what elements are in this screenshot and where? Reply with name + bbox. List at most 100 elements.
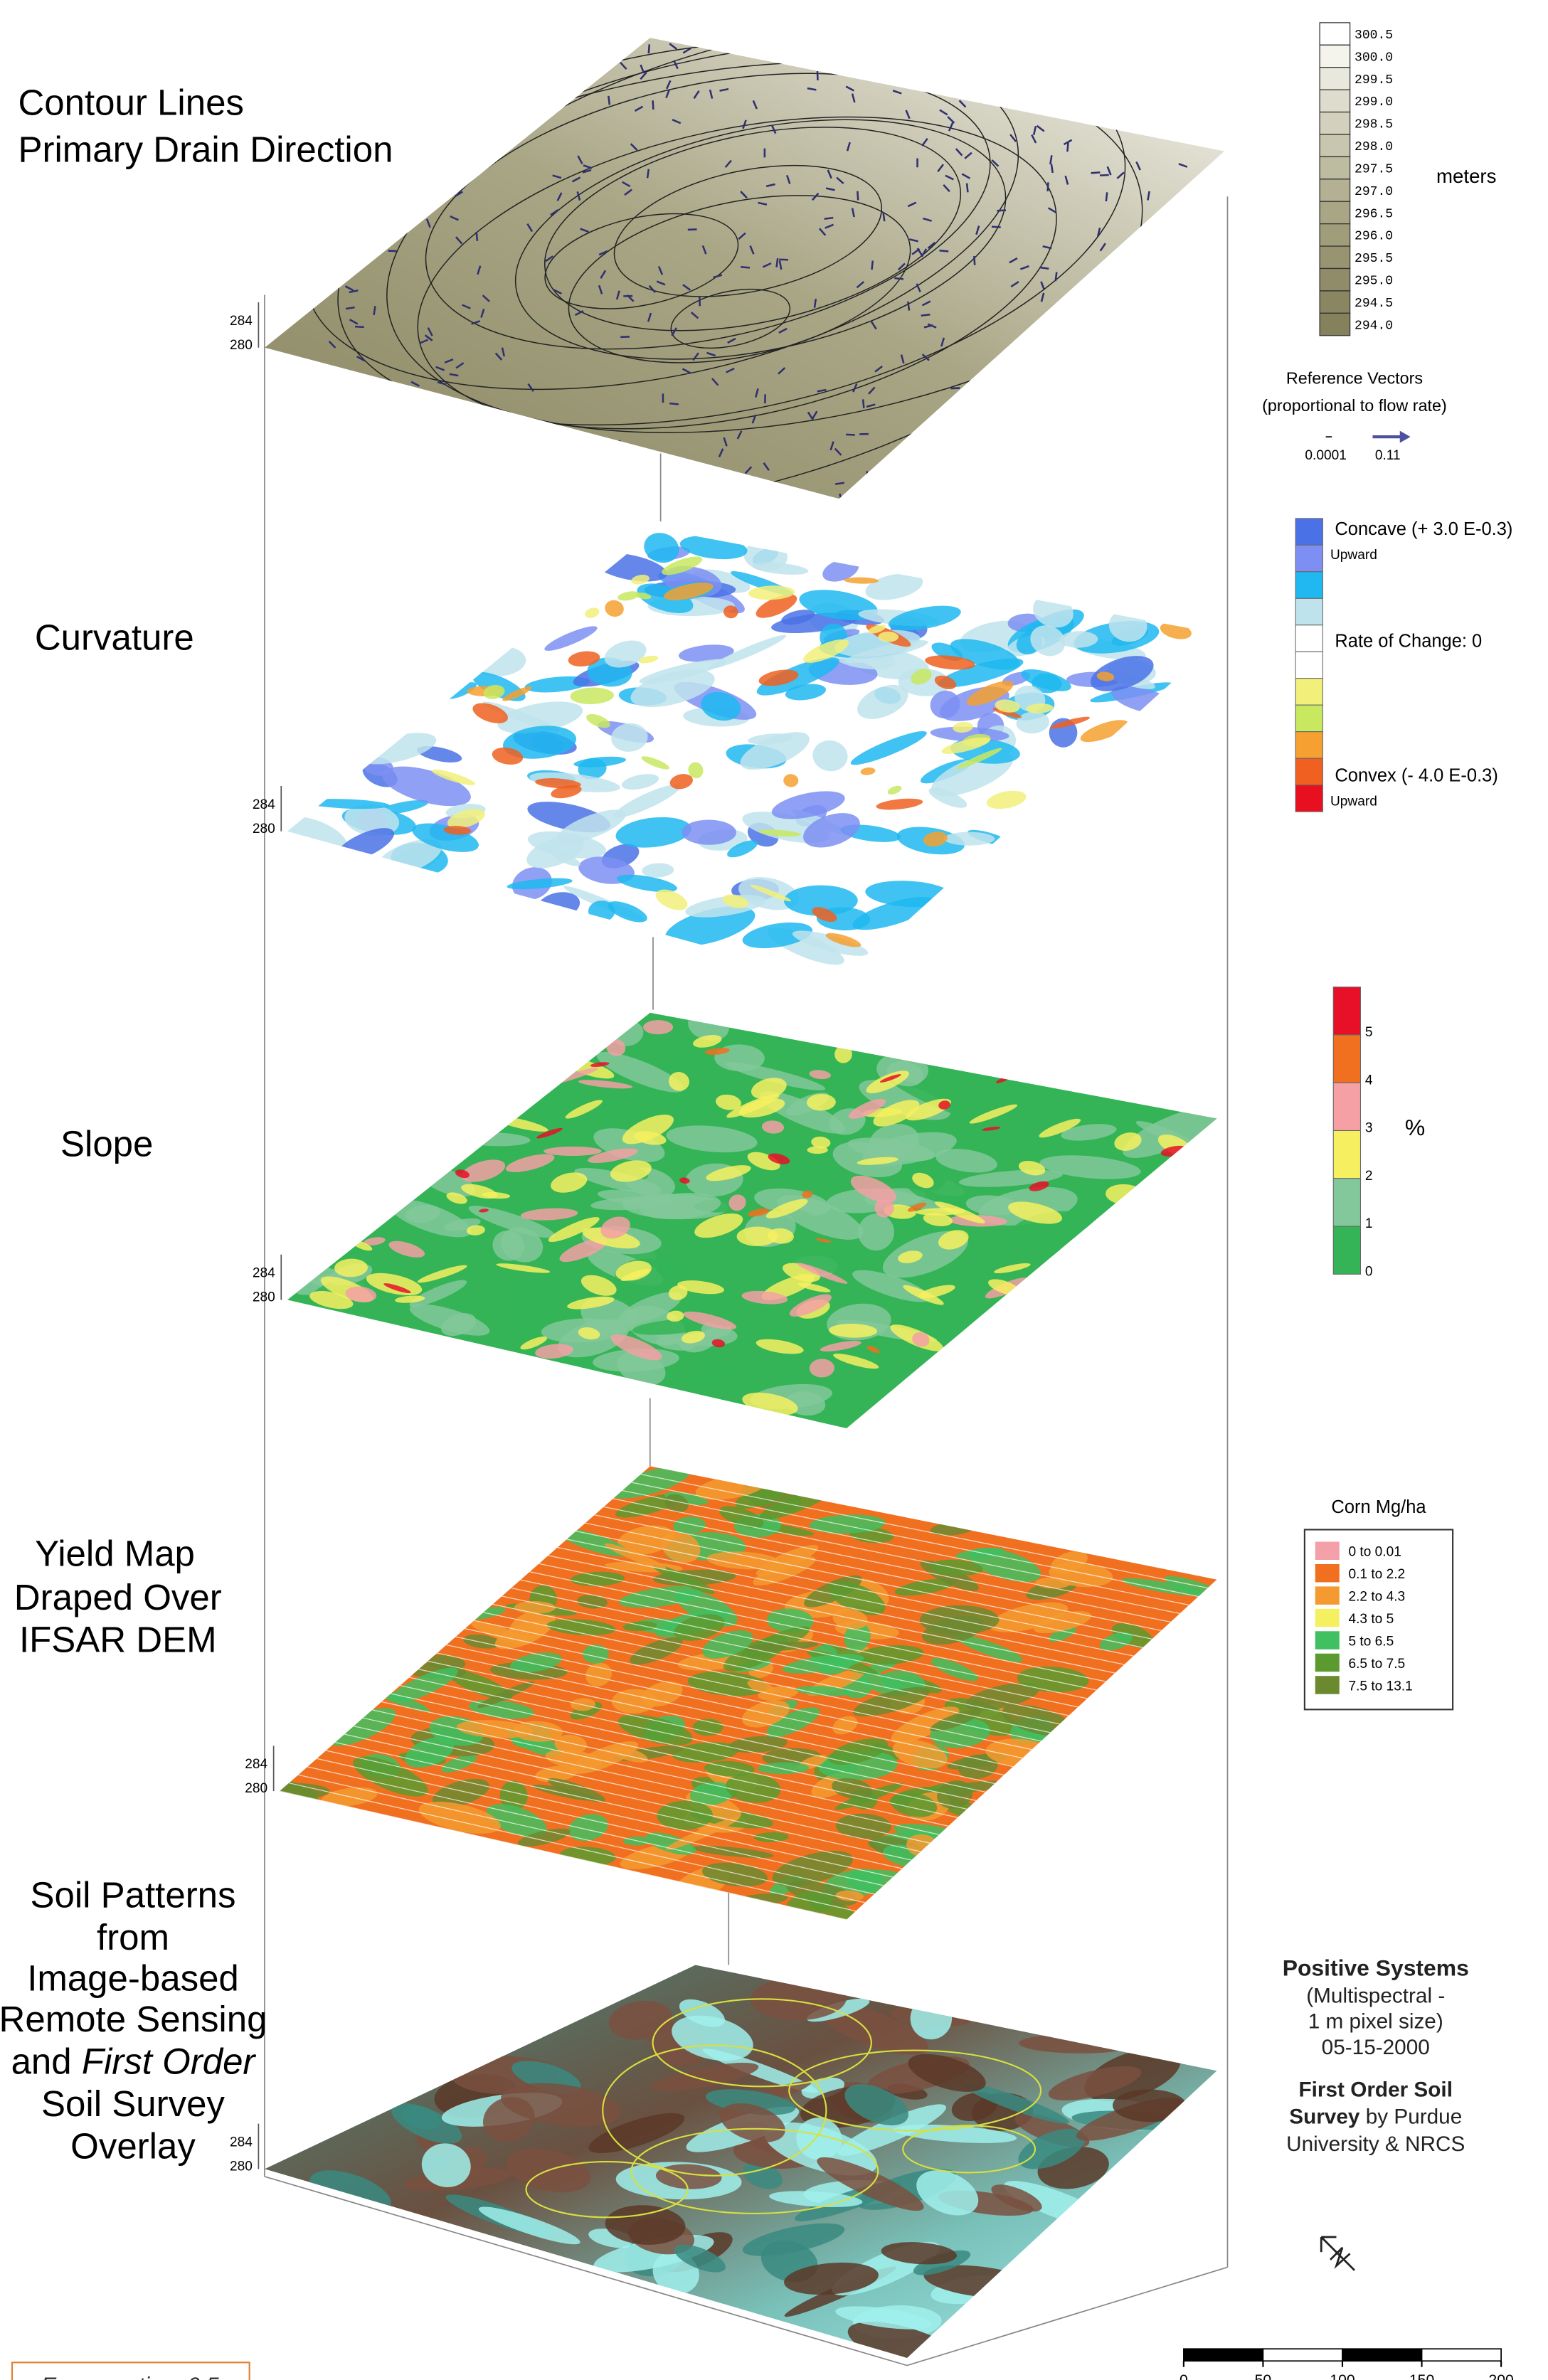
- drain-arrow: [1091, 172, 1101, 173]
- drain-arrow: [1048, 182, 1049, 191]
- legend-label: 296.5: [1354, 207, 1393, 221]
- legend-swatch: [1320, 112, 1350, 134]
- legend-swatch: [1333, 1226, 1360, 1274]
- legend-swatch: [1320, 201, 1350, 223]
- legend-swatch: [1295, 732, 1322, 758]
- legend-swatch: [1315, 1609, 1340, 1627]
- drain-arrow: [825, 218, 834, 219]
- drain-arrow: [620, 336, 630, 337]
- page: 284280284280284280284280284280 Contour L…: [0, 0, 1548, 2380]
- drain-arrow: [669, 403, 679, 404]
- z-label: 280: [245, 1781, 267, 1796]
- drain-arrow: [884, 212, 885, 221]
- legend-label: 300.5: [1354, 28, 1393, 43]
- legend-swatch: [1320, 134, 1350, 156]
- layer-title: Slope: [60, 1124, 153, 1164]
- legend-label: Upward: [1330, 795, 1377, 809]
- layer-title: IFSAR DEM: [19, 1620, 217, 1660]
- credit-line: University & NRCS: [1286, 2132, 1465, 2156]
- credit-line: First Order Soil: [1299, 2078, 1453, 2101]
- layer-title: Contour Lines: [18, 82, 244, 122]
- scale-label: 0: [1179, 2371, 1188, 2380]
- ref-arrow-head: [1400, 431, 1411, 443]
- surface-patch: [944, 832, 995, 846]
- legend-label: Rate of Change: 0: [1335, 631, 1482, 651]
- scale-label: 150: [1409, 2371, 1434, 2380]
- surface-soil: [265, 1965, 1217, 2380]
- layer-title: Image-based: [27, 1958, 239, 1999]
- drain-arrow: [355, 326, 364, 327]
- surface-patch: [742, 1321, 796, 1336]
- layer-title: Overlay: [70, 2125, 196, 2166]
- scale-label: 100: [1330, 2371, 1354, 2380]
- z-label: 284: [253, 797, 275, 812]
- ref-max: 0.11: [1375, 448, 1401, 463]
- legend-label: 300.0: [1354, 51, 1393, 65]
- scale-segment: [1422, 2349, 1502, 2361]
- drain-arrow: [608, 96, 609, 105]
- legend-label: 5: [1365, 1025, 1373, 1040]
- layer-title: Soil Survey: [41, 2083, 225, 2124]
- drain-arrow: [1100, 175, 1109, 176]
- drain-arrow: [1067, 143, 1068, 152]
- legend-label: 295.0: [1354, 275, 1393, 289]
- layer-title: Remote Sensing: [0, 1999, 267, 2039]
- drain-arrow: [867, 471, 869, 480]
- legend-label: 299.5: [1354, 73, 1393, 87]
- legend-swatch: [1295, 652, 1322, 678]
- layer-title: Soil Patterns: [30, 1875, 235, 1916]
- layer-title: from: [97, 1917, 169, 1957]
- legend-swatch: [1295, 519, 1322, 545]
- legend-label: 1: [1365, 1216, 1373, 1231]
- surface-yield: [269, 1459, 1231, 1924]
- legend-label: Convex (- 4.0 E-0.3): [1335, 766, 1497, 786]
- scale-label: 50: [1255, 2371, 1272, 2380]
- z-label: 284: [245, 1757, 267, 1772]
- scale-label: 200: [1488, 2371, 1513, 2380]
- legend-label: 0: [1365, 1264, 1373, 1279]
- drain-arrow: [894, 278, 903, 279]
- drain-arrow: [777, 258, 778, 267]
- legend-label: 2: [1365, 1169, 1373, 1184]
- legend-swatch: [1315, 1564, 1340, 1583]
- legend-swatch: [1320, 313, 1350, 335]
- drain-arrow: [974, 256, 975, 265]
- layer-title: and: [11, 2041, 72, 2081]
- credit-line: (Multispectral -: [1306, 1985, 1445, 2008]
- drain-arrow: [647, 169, 649, 179]
- drain-arrow: [1106, 192, 1107, 201]
- drain-arrow: [951, 388, 960, 389]
- legend-label: 299.0: [1354, 95, 1393, 110]
- legend-label: 3: [1365, 1121, 1373, 1136]
- credit-line: 05-15-2000: [1322, 2036, 1430, 2059]
- legend-label: 7.5 to 13.1: [1348, 1679, 1412, 1694]
- surface-contour: [165, 0, 1287, 594]
- legend-swatch: [1333, 1130, 1360, 1178]
- legend-swatch: [1295, 625, 1322, 652]
- legend-swatch: [1320, 68, 1350, 90]
- legend-label: Upward: [1330, 548, 1377, 563]
- z-label: 280: [253, 1290, 275, 1305]
- z-label: 280: [253, 822, 275, 836]
- legend-label: 296.0: [1354, 230, 1393, 244]
- scale-segment: [1342, 2349, 1422, 2361]
- legend-swatch: [1315, 1631, 1340, 1649]
- z-label: 284: [230, 2135, 253, 2150]
- scale-segment: [1263, 2349, 1342, 2361]
- legend-label: 4.3 to 5: [1348, 1612, 1394, 1627]
- z-label: 284: [253, 1266, 275, 1281]
- legend-swatch: [1315, 1654, 1340, 1672]
- legend-label: 294.0: [1354, 319, 1393, 333]
- legend-label: 298.5: [1354, 118, 1393, 132]
- legend-swatch: [1315, 1586, 1340, 1604]
- legend-swatch: [1320, 268, 1350, 290]
- scale-segment: [1184, 2349, 1263, 2361]
- legend-unit: meters: [1436, 165, 1496, 187]
- legend-label: 0.1 to 2.2: [1348, 1567, 1405, 1582]
- legend-swatch: [1320, 246, 1350, 268]
- layer-title: Primary Drain Direction: [18, 129, 393, 169]
- z-label: 280: [230, 2159, 253, 2174]
- surface-slope: [287, 1007, 1224, 1428]
- legends: 300.5300.0299.5299.0298.5298.0297.5297.0…: [1295, 23, 1413, 1694]
- credit-title: Positive Systems: [1283, 1955, 1469, 1980]
